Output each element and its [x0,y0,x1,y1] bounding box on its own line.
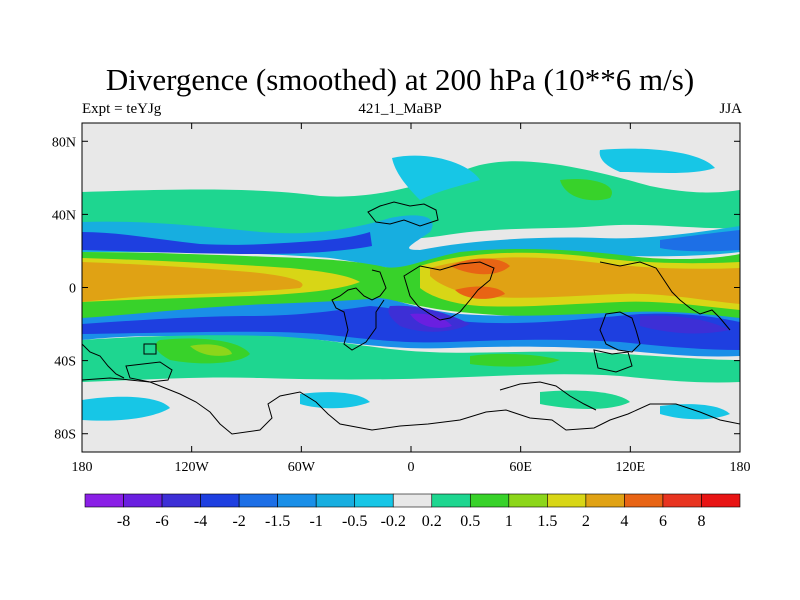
west-coast-line [82,343,125,379]
axis-ticks: 180 120W 60W 0 60E 120E 180 80N 40N 0 40S 80S [52,123,751,475]
y-tick-label: 40S [54,355,76,370]
colorbar-swatch [200,493,240,508]
colorbar-label: 1 [505,513,513,530]
africa-asia-orange [430,257,740,304]
colorbar-swatch [123,493,163,508]
tropical-dark-blue-band [82,232,372,254]
south-cyan-patch [82,396,170,421]
y-tick-label: 80S [54,428,76,443]
colorbar-label: 6 [659,513,667,530]
season-label: JJA [719,101,742,117]
europe-coast [367,201,439,227]
west-orange-band [82,262,303,302]
west-pacific-dark [640,315,730,334]
chart-title: Divergence (smoothed) at 200 hPa (10**6 … [105,62,695,97]
colorbar-swatch [161,493,201,508]
north-america-coast [331,269,387,351]
colorbar-swatch [238,493,278,508]
north-cyan-wisp [392,155,480,200]
colorbar-label: -1.5 [265,513,290,530]
x-tick-label: 180 [72,460,93,475]
antarctica-coast-2 [499,381,597,411]
divergence-minimum-core [410,313,452,328]
y-tick-label: 0 [69,282,76,297]
coastlines [82,201,740,435]
experiment-label: Expt = teYJg [82,101,162,117]
north-green-wisp [560,178,612,201]
colorbar-label: -4 [194,513,207,530]
colorbar-label: -0.2 [381,513,406,530]
colorbar-swatch [354,493,394,508]
colorbar-label: 1.5 [537,513,557,530]
x-tick-label: 60W [288,460,316,475]
south-cyan-patch-3 [660,404,730,420]
colorbar-swatch [547,493,587,508]
x-tick-label: 0 [408,460,415,475]
colorbar-swatch [277,493,317,508]
colorbar: -8 -6 -4 -2 -1.5 -1 -0.5 -0.2 0.2 0.5 1 1.5 2 4 6 8 [84,493,741,530]
colorbar-swatch [392,493,433,508]
north-cyan-wisp-2 [599,148,715,173]
africa-red-patch-2 [455,286,505,299]
colorbar-swatch [431,493,471,508]
asia-coast [599,261,731,331]
x-tick-label: 60E [509,460,532,475]
southern-green-band [82,335,740,383]
colorbar-label: 0.5 [460,513,480,530]
colorbar-label: -1 [310,513,323,530]
colorbar-swatch [662,493,702,508]
x-tick-label: 120W [175,460,210,475]
colorbar-label: -6 [155,513,168,530]
colorbar-swatch [469,493,510,508]
y-tick-label: 80N [52,135,76,150]
colorbar-swatch [508,493,548,508]
x-tick-label: 180 [730,460,751,475]
colorbar-swatch [585,493,625,508]
africa-coast [403,261,495,321]
x-tick-label: 120E [616,460,646,475]
colorbar-label: -2 [232,513,245,530]
map-field [82,123,740,452]
colorbar-label: -0.5 [342,513,367,530]
antarctica-coast [82,377,740,435]
colorbar-label: 8 [697,513,705,530]
south-green-patch [540,390,630,409]
south-yellow-wisp [190,344,232,356]
east-pacific-blue [660,230,740,252]
colorbar-swatch [84,493,124,508]
colorbar-label: 0.2 [422,513,442,530]
y-tick-label: 40N [52,208,76,223]
australia-coast [599,311,641,353]
indian-ocean-green [470,353,560,367]
colorbar-swatch [315,493,356,508]
south-america-coast [125,343,173,383]
australia-detail [593,349,633,373]
colorbar-label: -8 [117,513,130,530]
run-label: 421_1_MaBP [358,101,442,117]
colorbar-label: 4 [620,513,628,530]
south-cyan-patch-2 [300,392,370,409]
colorbar-label: 2 [582,513,590,530]
colorbar-swatch [624,493,664,508]
africa-red-patch [450,258,510,275]
colorbar-swatch [701,493,741,508]
